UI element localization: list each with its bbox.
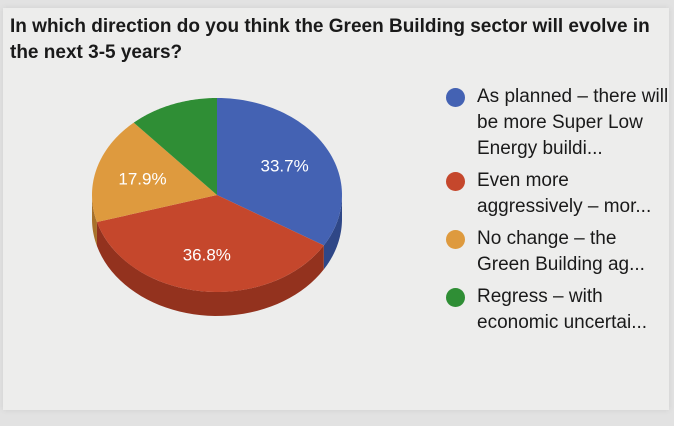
legend-swatch-blue-icon (446, 88, 465, 107)
pie-data-label: 17.9% (118, 169, 166, 188)
legend-swatch-red-icon (446, 172, 465, 191)
legend-label: As planned – there will be more Super Lo… (477, 86, 669, 159)
legend-label: Regress – with economic uncertai... (477, 286, 648, 333)
legend-swatch-green-icon (446, 288, 465, 307)
pie-data-label: 36.8% (183, 246, 231, 265)
legend: As planned – there will be more Super Lo… (443, 84, 671, 342)
legend-item-more-aggressively[interactable]: Even more aggressively – mor... (443, 168, 671, 220)
legend-item-regress[interactable]: Regress – with economic uncertai... (443, 284, 671, 336)
chart-title: In which direction do you think the Gree… (10, 16, 650, 63)
legend-item-no-change[interactable]: No change – the Green Building ag... (443, 226, 671, 278)
pie-slices (92, 98, 342, 292)
pie-slice-side (96, 222, 324, 316)
pie-data-label: 33.7% (260, 157, 308, 176)
legend-swatch-orange-icon (446, 230, 465, 249)
pie-slice[interactable] (133, 98, 217, 195)
pie-slice[interactable] (92, 122, 217, 223)
legend-label: No change – the Green Building ag... (477, 228, 645, 275)
pie-slice[interactable] (96, 195, 324, 292)
legend-item-as-planned[interactable]: As planned – there will be more Super Lo… (443, 84, 671, 162)
pie-sides (92, 195, 342, 316)
legend-label: Even more aggressively – mor... (477, 170, 652, 217)
pie-slice-side (323, 195, 342, 270)
pie-slice[interactable] (217, 98, 342, 246)
pie-slice-side (92, 195, 97, 247)
pie-labels: 33.7% 36.8% 17.9% (118, 157, 308, 265)
